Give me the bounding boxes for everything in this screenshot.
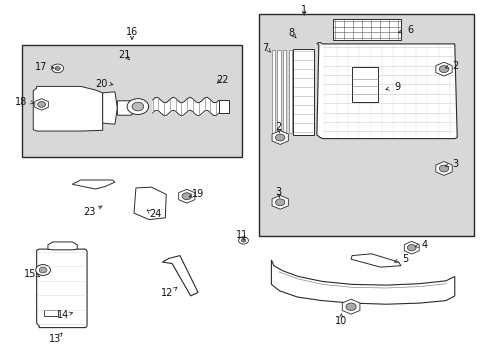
Polygon shape — [48, 242, 77, 250]
Polygon shape — [404, 241, 418, 254]
Text: 17: 17 — [35, 62, 48, 72]
Circle shape — [39, 267, 47, 273]
Polygon shape — [271, 260, 454, 304]
Polygon shape — [102, 92, 117, 124]
Text: 7: 7 — [262, 42, 267, 53]
Bar — [277, 50, 280, 133]
Circle shape — [275, 199, 285, 206]
Text: 24: 24 — [149, 209, 162, 219]
Text: 22: 22 — [216, 75, 228, 85]
Bar — [293, 49, 313, 135]
Circle shape — [132, 102, 143, 111]
Text: 16: 16 — [125, 27, 138, 37]
Text: 3: 3 — [275, 186, 281, 197]
Bar — [44, 310, 58, 316]
Polygon shape — [37, 249, 87, 328]
Text: 13: 13 — [48, 334, 61, 344]
Text: 5: 5 — [401, 254, 407, 264]
Bar — [22, 45, 242, 157]
Polygon shape — [134, 187, 166, 220]
Bar — [271, 50, 275, 133]
Text: 12: 12 — [161, 288, 173, 298]
Polygon shape — [316, 42, 456, 139]
Bar — [288, 50, 291, 133]
Text: 21: 21 — [118, 50, 131, 60]
Text: 10: 10 — [334, 316, 347, 326]
Polygon shape — [72, 180, 115, 189]
Polygon shape — [342, 299, 359, 314]
Text: 23: 23 — [82, 207, 95, 217]
Polygon shape — [271, 195, 288, 209]
Text: 3: 3 — [452, 159, 458, 169]
Text: 2: 2 — [275, 122, 281, 132]
Circle shape — [346, 303, 355, 310]
Text: 4: 4 — [421, 240, 427, 250]
Polygon shape — [117, 101, 134, 115]
Polygon shape — [162, 256, 198, 296]
Circle shape — [241, 239, 245, 242]
Text: 11: 11 — [236, 230, 248, 240]
Text: 19: 19 — [191, 189, 204, 199]
Polygon shape — [178, 189, 195, 203]
Circle shape — [238, 237, 248, 244]
Circle shape — [438, 165, 448, 172]
Bar — [259, 14, 473, 236]
Text: 15: 15 — [24, 269, 37, 279]
Circle shape — [38, 102, 45, 107]
Polygon shape — [435, 62, 451, 76]
Text: 18: 18 — [15, 96, 28, 107]
Text: 14: 14 — [57, 310, 70, 320]
Circle shape — [52, 64, 63, 73]
Bar — [351, 67, 377, 102]
Circle shape — [127, 99, 148, 114]
Text: 8: 8 — [287, 28, 293, 38]
Text: 6: 6 — [407, 24, 413, 35]
Bar — [283, 50, 286, 133]
Circle shape — [438, 66, 448, 73]
Circle shape — [36, 265, 50, 275]
Text: 20: 20 — [95, 78, 108, 89]
Text: 2: 2 — [452, 60, 458, 71]
Text: 1: 1 — [301, 5, 306, 15]
Polygon shape — [33, 86, 102, 131]
Polygon shape — [350, 254, 400, 267]
Bar — [332, 19, 400, 40]
Polygon shape — [435, 162, 451, 175]
Circle shape — [55, 67, 60, 70]
Circle shape — [275, 134, 285, 141]
Text: 9: 9 — [393, 82, 399, 92]
Polygon shape — [35, 99, 48, 110]
Polygon shape — [271, 131, 288, 144]
Circle shape — [407, 244, 415, 251]
Circle shape — [182, 193, 191, 200]
Bar — [219, 100, 228, 113]
